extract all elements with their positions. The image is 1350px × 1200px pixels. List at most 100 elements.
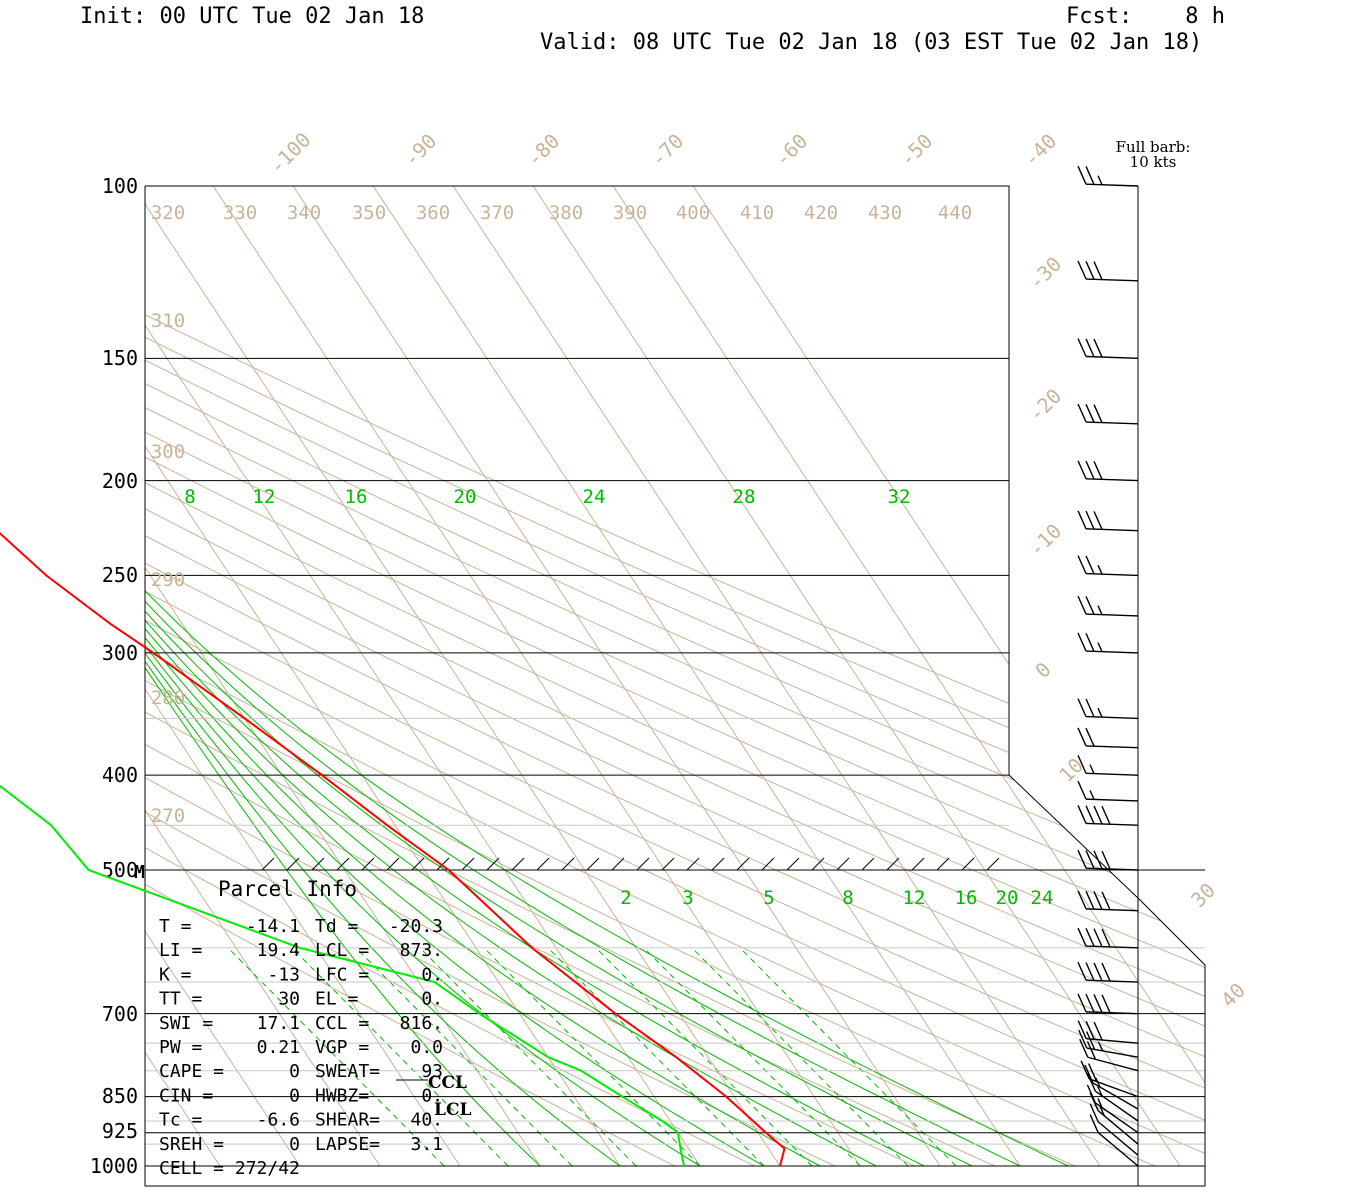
isotherm-label: -10	[1024, 519, 1067, 562]
wind-barb	[1077, 698, 1139, 720]
isotherm-label: -100	[265, 128, 316, 179]
mixing-ratio-label: 3	[682, 887, 693, 909]
hatch-mark	[436, 857, 450, 871]
wind-barb	[1077, 780, 1139, 802]
diagram-frame	[144, 185, 1206, 1187]
barb-full	[1085, 928, 1095, 947]
hatch-mark	[336, 857, 350, 871]
hatch-mark	[686, 857, 700, 871]
isotherm-line	[372, 186, 1021, 1167]
isotherm-line	[692, 186, 1205, 1167]
hatch-mark	[611, 857, 625, 871]
isotherm-label: -70	[646, 129, 689, 172]
barb-staff	[1087, 1056, 1139, 1072]
barb-full	[1077, 632, 1087, 652]
wind-barb	[1077, 727, 1139, 749]
barb-staff	[1086, 745, 1139, 749]
wind-barb	[1077, 890, 1139, 912]
barb-full	[1093, 461, 1103, 480]
hatch-mark	[636, 857, 650, 871]
isobar-lines	[145, 357, 1205, 1167]
wind-barb	[1077, 460, 1139, 482]
parcel-info-title: Parcel Info	[218, 877, 357, 901]
parcel-field-value: -20.3	[389, 916, 443, 937]
theta-label: 340	[287, 202, 321, 224]
barb-staff	[1086, 798, 1139, 802]
hatch-mark	[861, 857, 875, 871]
parcel-field-value: -6.6	[257, 1110, 300, 1131]
wind-barb	[1077, 805, 1139, 826]
wind-barb	[1077, 595, 1139, 617]
theta-label: 420	[804, 202, 838, 224]
moist-adiabat-line	[145, 480, 541, 1167]
barb-full	[1093, 928, 1103, 947]
barb-staff	[1086, 1011, 1139, 1015]
barb-half	[1095, 1077, 1101, 1088]
dry-adiabat-line	[145, 186, 996, 1167]
barb-staff	[1086, 822, 1139, 826]
barb-staff	[1086, 945, 1139, 949]
pressure-label: 100	[102, 174, 138, 198]
isotherm-line	[145, 186, 461, 1167]
hatch-mark	[286, 857, 300, 871]
parcel-field-value: 0.	[421, 989, 443, 1010]
isotherm-label: 40	[1216, 978, 1250, 1012]
isotherm-label: -50	[895, 129, 938, 172]
theta-label: 360	[416, 202, 450, 224]
parcel-field-label: LI =	[159, 940, 203, 961]
hatch-mark	[486, 857, 500, 871]
barb-staff	[1086, 528, 1139, 532]
barb-half	[1097, 1086, 1103, 1097]
theta-label: 390	[613, 202, 647, 224]
barb-full	[1093, 338, 1103, 358]
hatch-mark	[836, 857, 850, 871]
theta-label: 410	[740, 202, 774, 224]
barb-half	[1089, 790, 1095, 800]
parcel-field-label: Tc =	[159, 1110, 203, 1131]
hatch-mark	[736, 857, 750, 871]
isotherm-label: -60	[770, 129, 813, 172]
wind-barb	[1078, 1029, 1139, 1058]
hatch-mark	[361, 857, 375, 871]
barb-full	[1077, 260, 1087, 280]
barb-staff	[1086, 650, 1139, 654]
isotherm-label: 0	[1030, 657, 1055, 682]
barb-full	[1077, 1020, 1087, 1039]
barb-full	[1101, 805, 1111, 825]
parcel-field-label: CCL =	[315, 1013, 369, 1034]
theta-label: 440	[938, 202, 972, 224]
dewpoint-profile-line	[0, 784, 685, 1167]
dry-adiabat-line	[145, 186, 1205, 1167]
parcel-field-value: 0.21	[257, 1037, 300, 1058]
theta-label: 330	[223, 202, 257, 224]
barb-full	[1077, 849, 1087, 869]
barb-full	[1085, 698, 1095, 718]
barb-full	[1093, 994, 1103, 1013]
isotherm-line	[612, 186, 1205, 1167]
parcel-field-value: 0.	[421, 964, 443, 985]
barb-staff	[1086, 183, 1139, 187]
barb-staff	[1097, 1121, 1139, 1156]
mixing-ratio-label: 2	[620, 887, 631, 909]
barb-full	[1077, 890, 1087, 910]
barb-full	[1093, 891, 1103, 910]
wind-barb	[1089, 1092, 1139, 1145]
barb-full	[1077, 698, 1087, 717]
mixing-ratio-label: 16	[345, 486, 368, 508]
theta-label: 270	[151, 805, 185, 827]
hatch-mark	[761, 857, 775, 871]
hatch-mark	[511, 857, 525, 871]
mixing-ratio-line	[291, 947, 509, 1167]
isotherm-label: -40	[1019, 129, 1062, 172]
parcel-field-label: TT =	[159, 989, 203, 1010]
barb-legend-label: Full barb:	[1116, 138, 1191, 156]
isotherm-label: -80	[522, 129, 565, 172]
barb-full	[1089, 1114, 1099, 1133]
barb-half	[1097, 564, 1103, 575]
theta-label: 280	[151, 687, 185, 709]
barb-full	[1093, 962, 1103, 982]
barb-staff	[1092, 1082, 1139, 1110]
barb-full	[1078, 1029, 1088, 1049]
parcel-field-value: 30	[278, 989, 300, 1010]
barb-full	[1085, 993, 1095, 1013]
